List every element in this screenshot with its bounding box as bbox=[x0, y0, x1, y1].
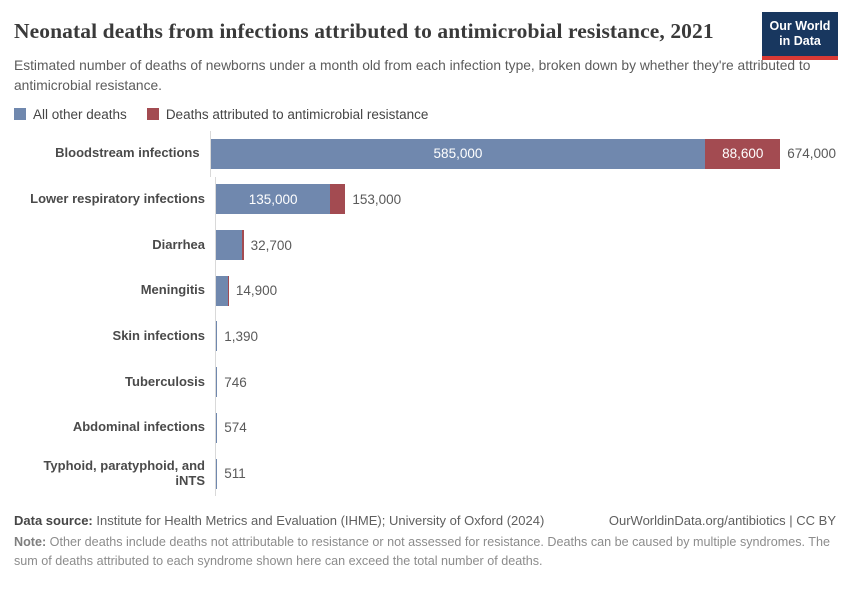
bar-segment-amr-deaths[interactable] bbox=[227, 275, 229, 306]
total-value-label: 746 bbox=[224, 374, 247, 390]
bar-segment-other-deaths[interactable] bbox=[216, 412, 218, 443]
total-value-label: 32,700 bbox=[250, 237, 292, 253]
bar-row: Meningitis 14,900 bbox=[14, 267, 836, 314]
owid-license-link[interactable]: OurWorldinData.org/antibiotics | CC BY bbox=[608, 513, 836, 529]
legend-swatch-red-icon bbox=[146, 108, 159, 121]
total-value-label: 14,900 bbox=[235, 283, 278, 299]
owid-logo-line2: in Data bbox=[779, 34, 821, 49]
total-value-label: 1,390 bbox=[224, 328, 258, 344]
total-value-label: 674,000 bbox=[787, 146, 836, 162]
bar-row: Tuberculosis 746 bbox=[14, 359, 836, 406]
bar-segment-other-deaths[interactable] bbox=[216, 367, 218, 398]
chart-page: Our World in Data Neonatal deaths from i… bbox=[14, 12, 838, 570]
legend-label: All other deaths bbox=[33, 106, 127, 122]
data-source-label: Data source: bbox=[14, 513, 93, 529]
bar-segment-other-deaths[interactable] bbox=[216, 230, 243, 261]
bar-chart: Bloodstream infections 585,000 88,600 674,0… bbox=[14, 130, 836, 497]
bar-segment-other-deaths[interactable]: 585,000 bbox=[210, 138, 706, 169]
category-label: Typhoid, paratyphoid, and iNTS bbox=[43, 457, 205, 488]
category-label: Lower respiratory infections bbox=[30, 190, 205, 206]
plot-area: 585,000 88,600 674,000 bbox=[209, 130, 836, 177]
total-value-label: 511 bbox=[224, 466, 246, 482]
total-value-label: 153,000 bbox=[352, 191, 402, 207]
bar-row: Abdominal infections 574 bbox=[14, 405, 836, 451]
bar-row: Bloodstream infections 585,000 88,600 674,0… bbox=[14, 130, 836, 177]
data-source-text: Institute for Health Metrics and Evaluat… bbox=[92, 513, 545, 529]
bar-segment-amr-deaths[interactable] bbox=[242, 230, 244, 261]
legend-item-other-deaths[interactable]: All other deaths bbox=[14, 107, 127, 122]
category-label: Meningitis bbox=[140, 282, 205, 298]
segment-value-label: 88,600 bbox=[722, 146, 764, 162]
footnote: Note: Other deaths include deaths not at… bbox=[14, 533, 836, 570]
owid-logo[interactable]: Our World in Data bbox=[762, 12, 838, 60]
category-label: Tuberculosis bbox=[125, 373, 205, 389]
category-label: Skin infections bbox=[112, 328, 205, 344]
plot-area: 574 bbox=[215, 405, 836, 451]
footer: Data source: Institute for Health Metric… bbox=[14, 513, 836, 570]
data-source-line: Data source: Institute for Health Metric… bbox=[14, 513, 544, 528]
category-label: Diarrhea bbox=[152, 236, 205, 252]
total-value-label: 574 bbox=[224, 420, 247, 436]
footnote-text: Other deaths include deaths not attribut… bbox=[14, 535, 831, 568]
plot-area: 135,000 153,000 bbox=[215, 176, 836, 223]
segment-value-label: 135,000 bbox=[248, 191, 298, 207]
legend: All other deaths Deaths attributed to an… bbox=[14, 107, 836, 122]
category-label: Abdominal infections bbox=[72, 419, 205, 435]
bar-row: Typhoid, paratyphoid, and iNTS 511 bbox=[14, 450, 836, 497]
footnote-label: Note: bbox=[14, 535, 47, 550]
plot-area: 1,390 bbox=[215, 313, 836, 360]
bar-segment-amr-deaths[interactable] bbox=[330, 184, 346, 215]
bar-segment-other-deaths[interactable] bbox=[216, 458, 218, 489]
segment-value-label: 585,000 bbox=[433, 146, 483, 162]
legend-item-amr-deaths[interactable]: Deaths attributed to antimicrobial resis… bbox=[146, 106, 429, 122]
bar-segment-amr-deaths[interactable]: 88,600 bbox=[705, 138, 781, 169]
bar-row: Diarrhea 32,700 bbox=[14, 222, 836, 268]
legend-label: Deaths attributed to antimicrobial resis… bbox=[165, 106, 429, 122]
plot-area: 746 bbox=[215, 359, 836, 406]
bar-segment-other-deaths[interactable] bbox=[216, 275, 228, 306]
category-label: Bloodstream infections bbox=[55, 145, 200, 161]
legend-swatch-blue-icon bbox=[14, 108, 26, 121]
page-title: Neonatal deaths from infections attribut… bbox=[14, 19, 714, 43]
owid-logo-line1: Our World bbox=[769, 19, 831, 33]
bar-row: Skin infections 1,390 bbox=[14, 313, 836, 360]
bar-row: Lower respiratory infections 135,000 153,0… bbox=[14, 176, 836, 223]
plot-area: 14,900 bbox=[215, 267, 836, 314]
page-subtitle: Estimated number of deaths of newborns u… bbox=[14, 57, 811, 94]
plot-area: 32,700 bbox=[215, 222, 836, 268]
bar-segment-other-deaths[interactable] bbox=[216, 321, 218, 352]
bar-segment-other-deaths[interactable]: 135,000 bbox=[216, 184, 331, 215]
plot-area: 511 bbox=[215, 450, 836, 497]
